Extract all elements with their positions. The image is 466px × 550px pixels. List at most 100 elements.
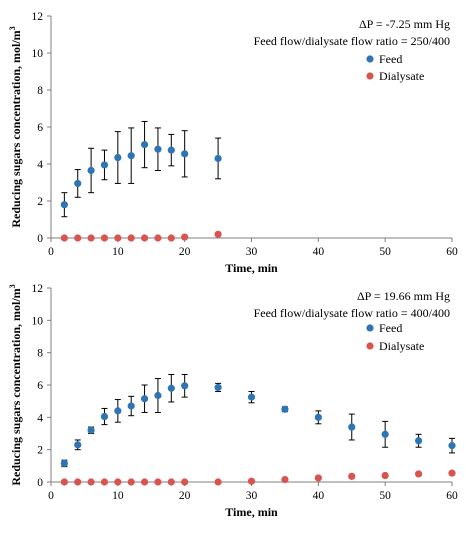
y-axis-label: Reducing sugars concentration, mol/m3: [8, 26, 23, 227]
x-axis-label: Time, min: [225, 261, 278, 275]
data-point-feed: [214, 383, 222, 392]
data-point-dialysate: [100, 478, 109, 486]
data-point-dialysate: [140, 234, 149, 242]
data-point-feed: [60, 201, 68, 209]
data-point-dialysate: [74, 234, 82, 242]
annotation-text: Feed flow/dialysate flow ratio = 250/400: [254, 34, 450, 48]
y-tick-label: 0: [37, 233, 43, 245]
data-point-feed: [414, 437, 423, 445]
y-tick-label: 0: [37, 477, 43, 489]
x-tick-label: 0: [48, 490, 54, 502]
y-tick-label: 6: [37, 122, 43, 134]
y-tick-label: 2: [37, 445, 43, 457]
y-tick-label: 10: [32, 48, 44, 60]
data-point-dialysate: [314, 474, 322, 482]
data-point-dialysate: [281, 475, 289, 484]
data-point-feed: [348, 423, 356, 431]
data-point-dialysate: [60, 478, 68, 486]
data-point-feed: [114, 153, 122, 162]
series-dialysate: [60, 230, 222, 242]
data-point-dialysate: [214, 478, 222, 486]
data-point-dialysate: [127, 234, 135, 242]
x-tick-label: 50: [379, 490, 391, 502]
data-point-feed: [448, 442, 456, 450]
y-tick-label: 8: [37, 85, 43, 97]
series-feed: [60, 120, 222, 218]
legend-marker-dialysate: [366, 342, 374, 350]
data-point-feed: [87, 166, 95, 175]
data-point-dialysate: [167, 478, 175, 486]
y-tick-label: 12: [32, 283, 44, 295]
data-point-feed: [154, 391, 162, 400]
data-point-feed: [74, 441, 82, 449]
data-point-feed: [181, 150, 189, 158]
data-point-feed: [100, 161, 109, 169]
x-tick-label: 10: [112, 246, 124, 258]
series-dialysate: [60, 469, 456, 486]
data-point-dialysate: [214, 230, 222, 238]
legend-label-dialysate: Dialysate: [379, 69, 424, 83]
x-tick-label: 0: [48, 246, 54, 258]
data-point-dialysate: [247, 477, 256, 485]
chart-panel-2: 0 2 4 6 8 10 12 0 10 20 30 40 50 60 Time, min Reducing …: [8, 283, 458, 519]
data-point-feed: [74, 179, 82, 188]
data-point-dialysate: [167, 234, 175, 242]
data-point-dialysate: [381, 471, 389, 480]
data-point-dialysate: [87, 234, 95, 242]
data-point-dialysate: [154, 234, 162, 242]
data-point-dialysate: [127, 478, 135, 486]
x-tick-label: 30: [246, 246, 258, 258]
data-point-dialysate: [348, 472, 356, 480]
data-point-dialysate: [414, 470, 423, 478]
x-axis-label: Time, min: [225, 505, 278, 519]
x-tick-label: 40: [313, 490, 325, 502]
data-point-feed: [167, 384, 175, 392]
data-point-dialysate: [60, 234, 68, 242]
data-point-dialysate: [100, 234, 109, 242]
data-point-feed: [87, 426, 95, 434]
y-tick-label: 4: [37, 159, 43, 171]
data-point-dialysate: [74, 478, 82, 486]
chart-panel-1: 0 2 4 6 8 10 12 0 10 20 30 40 50 60 Time, min Reducing …: [8, 11, 458, 275]
legend-label-feed: Feed: [379, 321, 402, 335]
data-point-feed: [247, 393, 256, 401]
data-point-feed: [100, 412, 109, 421]
data-point-feed: [140, 395, 149, 403]
x-tick-label: 20: [179, 490, 191, 502]
data-point-dialysate: [181, 233, 189, 241]
data-point-dialysate: [87, 478, 95, 486]
legend-marker-feed: [366, 55, 374, 63]
x-tick-label: 20: [179, 246, 191, 258]
data-point-dialysate: [114, 478, 122, 486]
y-tick-label: 4: [37, 412, 43, 424]
data-point-feed: [181, 382, 189, 390]
data-point-feed: [154, 145, 162, 153]
y-axis-label: Reducing sugars concentration, mol/m3: [8, 284, 23, 485]
y-tick-label: 6: [37, 380, 43, 392]
data-point-dialysate: [140, 478, 149, 486]
data-point-feed: [281, 405, 289, 413]
data-point-feed: [140, 140, 149, 149]
data-point-dialysate: [114, 234, 122, 242]
data-point-feed: [114, 407, 122, 415]
data-point-dialysate: [181, 478, 189, 486]
legend-marker-dialysate: [366, 72, 374, 80]
x-tick-label: 50: [379, 246, 391, 258]
series-feed: [60, 373, 456, 468]
legend-label-feed: Feed: [379, 52, 402, 66]
data-point-feed: [214, 154, 222, 163]
y-tick-label: 10: [32, 315, 44, 327]
data-point-dialysate: [154, 478, 162, 486]
data-point-feed: [127, 402, 135, 410]
x-tick-label: 60: [446, 490, 458, 502]
data-point-dialysate: [448, 469, 456, 477]
data-point-feed: [127, 152, 135, 160]
y-tick-label: 8: [37, 348, 43, 360]
data-point-feed: [381, 430, 389, 438]
y-tick-label: 2: [37, 196, 43, 208]
legend-marker-feed: [366, 324, 374, 332]
x-tick-label: 60: [446, 246, 458, 258]
y-tick-label: 12: [32, 11, 44, 23]
annotation-text: ΔP = 19.66 mm Hg: [357, 289, 450, 303]
